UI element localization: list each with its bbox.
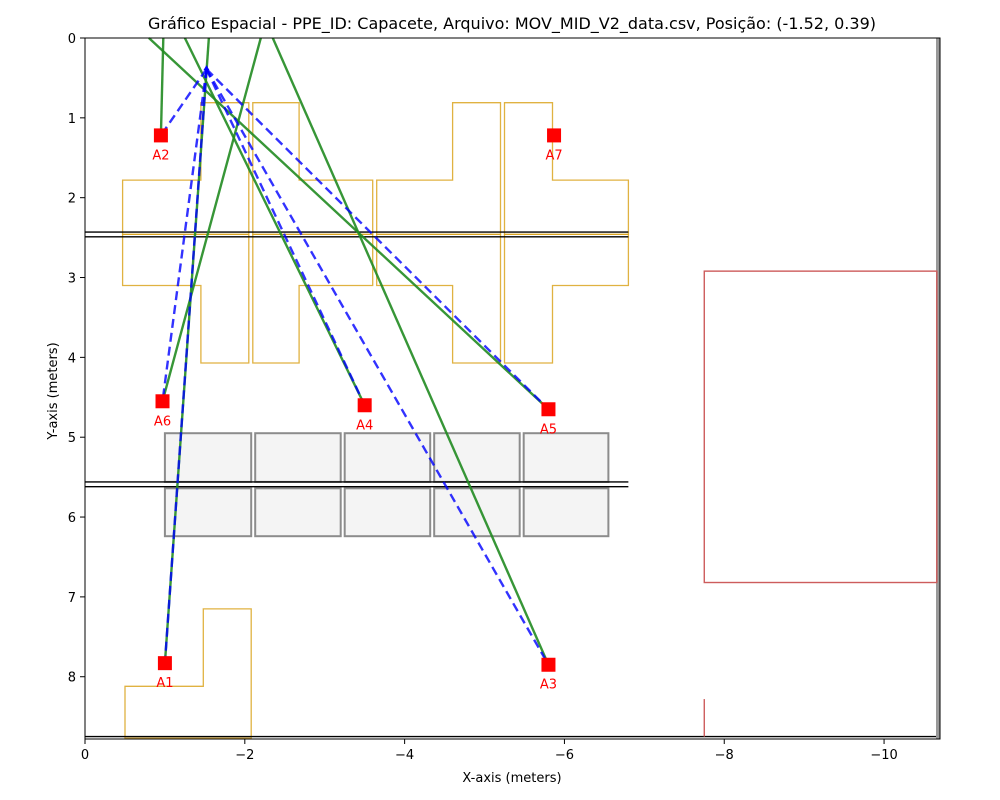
y-axis-label: Y-axis (meters)	[46, 342, 61, 440]
y-tick-label: 1	[68, 112, 76, 127]
dashed-link-line	[205, 68, 550, 666]
anchor-label: A5	[540, 422, 557, 437]
table-block	[343, 432, 432, 483]
anchor-label: A7	[545, 148, 562, 163]
solid-link-line	[159, 37, 165, 136]
table-block	[433, 487, 521, 538]
room-outline	[376, 233, 502, 364]
y-tick-label: 3	[68, 272, 76, 287]
anchor-marker	[153, 128, 168, 143]
dashed-link-line	[205, 68, 366, 406]
y-tick-label: 6	[68, 511, 76, 526]
anchor-marker	[541, 657, 556, 672]
y-tick-label: 0	[68, 32, 76, 47]
y-tick-label: 2	[68, 192, 76, 207]
x-axis-label: X-axis (meters)	[462, 771, 561, 786]
anchor-marker	[547, 128, 562, 143]
table-block	[254, 487, 342, 538]
x-tick-label: −4	[395, 748, 414, 763]
y-tick-label: 5	[68, 431, 76, 446]
anchor-label: A1	[156, 676, 173, 691]
anchor-marker	[157, 656, 172, 671]
room-outline	[252, 233, 374, 364]
dashed-link-line	[163, 69, 208, 664]
x-tick-label: −2	[235, 748, 254, 763]
person-position-marker	[203, 65, 210, 71]
anchor-markers: A1 A2 A3 A4 A5 A6 A7	[152, 128, 563, 693]
table-block	[254, 432, 342, 483]
y-tick-label: 8	[68, 671, 76, 686]
anchor-marker	[541, 402, 556, 417]
anchor-label: A6	[154, 414, 171, 429]
table-block	[433, 432, 521, 483]
link-lines	[148, 37, 550, 666]
x-tick-label: −8	[715, 748, 734, 763]
solid-link-line	[271, 37, 550, 666]
x-tick-label: −6	[555, 748, 574, 763]
solid-link-line	[148, 37, 550, 411]
red-room-outline	[703, 270, 938, 584]
solid-link-line	[161, 37, 262, 402]
anchor-marker	[155, 394, 170, 409]
anchor-label: A2	[152, 148, 169, 163]
room-outline	[503, 233, 630, 364]
anchor-label: A3	[540, 678, 557, 693]
plot-frame	[84, 37, 941, 740]
table-block	[343, 487, 432, 538]
x-tick-label: −10	[870, 748, 897, 763]
anchor-label: A4	[356, 418, 373, 433]
x-axis-ticks: 0 −2 −4 −6 −8 −10	[81, 739, 898, 763]
y-axis-ticks: 0 1 2 3 4 5 6 7 8	[68, 32, 85, 686]
table-block	[522, 432, 610, 483]
room-outline	[121, 233, 250, 364]
y-tick-label: 4	[68, 351, 76, 366]
table-block	[522, 487, 610, 538]
room-outline	[124, 608, 252, 739]
x-tick-label: 0	[81, 748, 89, 763]
table-block	[163, 487, 253, 538]
y-tick-label: 7	[68, 591, 76, 606]
anchor-marker	[357, 398, 372, 413]
chart-title: Gráfico Espacial - PPE_ID: Capacete, Arq…	[148, 14, 876, 34]
dashed-link-line	[205, 68, 550, 411]
right-wall	[936, 38, 941, 739]
